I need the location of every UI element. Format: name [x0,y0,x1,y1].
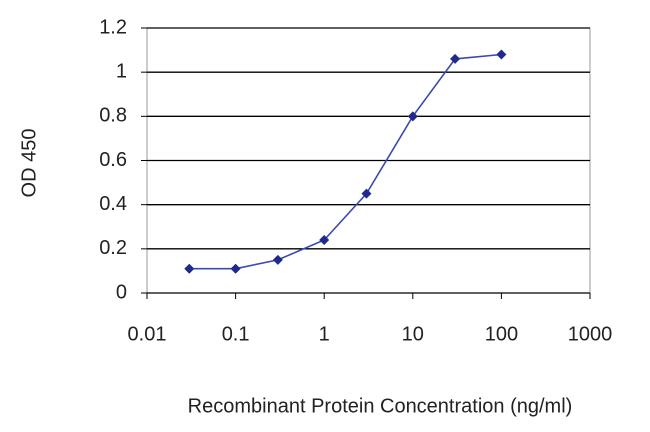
x-tick-label: 0.01 [128,323,167,345]
y-tick-label: 0.8 [99,105,127,127]
data-line [189,53,502,270]
y-tick-label: 1 [116,60,127,82]
x-tick-label: 0.1 [222,323,250,345]
data-point [496,49,507,60]
data-point [230,263,241,274]
x-tick-label: 1000 [568,323,613,345]
data-point [407,111,418,122]
y-tick-label: 0.4 [99,193,127,215]
x-tick-label: 10 [402,323,424,345]
data-point [184,263,195,274]
y-tick-label: 1.2 [99,16,127,38]
x-axis-label: Recombinant Protein Concentration (ng/ml… [188,395,573,417]
x-tick-label: 100 [485,323,518,345]
data-point [319,235,330,245]
data-point [272,254,283,265]
y-tick-label: 0 [116,281,127,303]
y-axis-label: OD 450 [18,129,40,198]
x-tick-label: 1 [319,323,330,345]
y-tick-label: 0.2 [99,237,127,259]
data-point [450,53,461,64]
data-point [361,188,372,199]
y-tick-label: 0.6 [99,149,127,171]
